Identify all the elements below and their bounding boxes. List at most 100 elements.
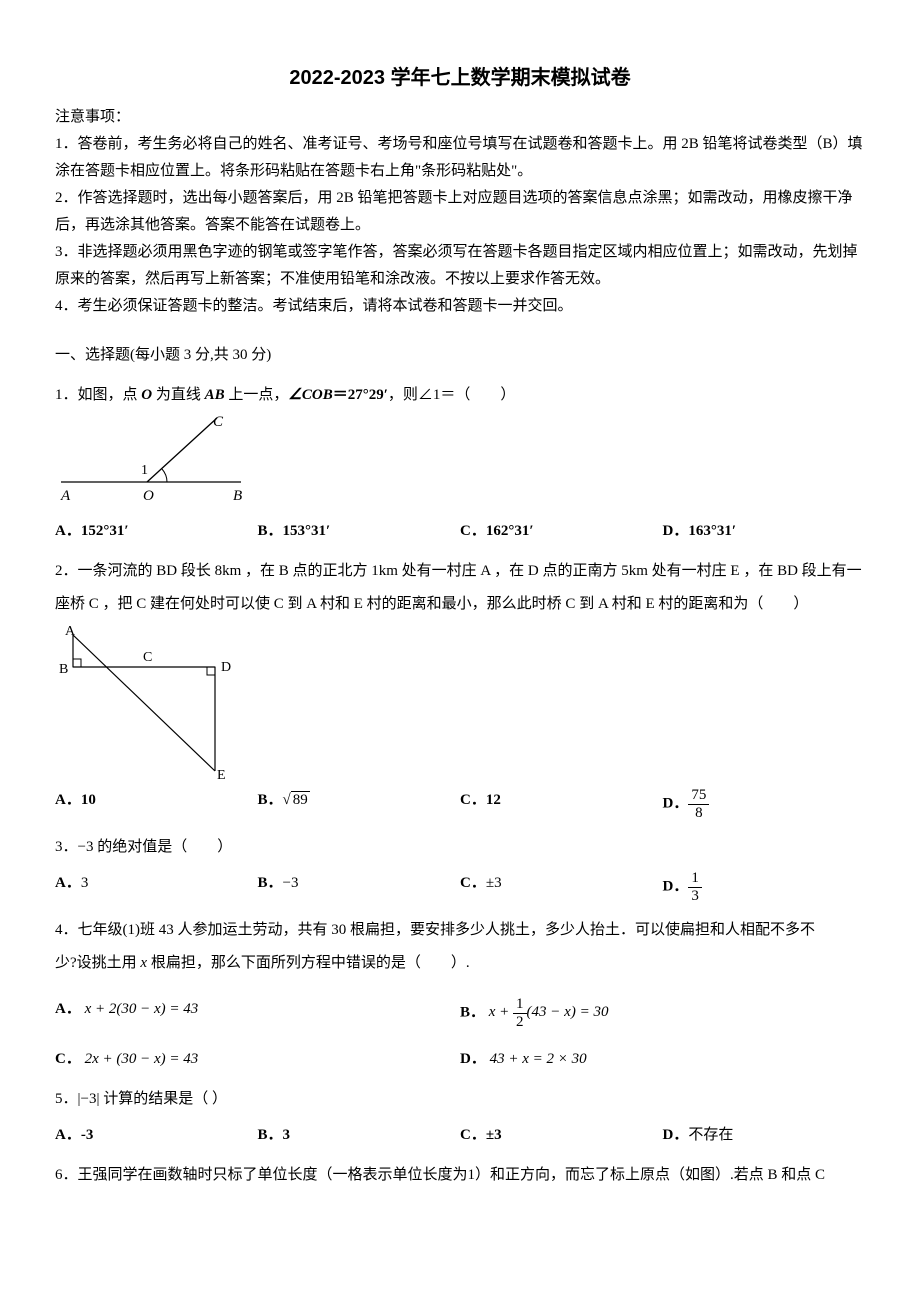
q4-options-row1: A． x + 2(30 − x) = 43 B． x + 12(43 − x) … bbox=[55, 996, 865, 1030]
svg-text:1: 1 bbox=[141, 463, 148, 478]
q1-text4: ，则∠1＝（ ） bbox=[388, 387, 516, 403]
opt-label-d: D． bbox=[663, 1127, 689, 1143]
q4-opt-a-val: x + 2(30 − x) = 43 bbox=[85, 1001, 199, 1017]
opt-label-c: C． bbox=[460, 875, 486, 891]
q4-line2b: 根扁担，那么下面所列方程中错误的是（ ）. bbox=[147, 955, 470, 971]
q2-opt-c-val: 12 bbox=[486, 792, 501, 808]
q5-opt-a-val: -3 bbox=[81, 1127, 94, 1143]
q1-opt-c: C．162°31′ bbox=[460, 518, 663, 545]
question-1: 1．如图，点 O 为直线 AB 上一点，∠COB＝27°29′，则∠1＝（ ） bbox=[55, 379, 865, 412]
q2-d-den: 8 bbox=[688, 805, 709, 822]
section-1-heading: 一、选择题(每小题 3 分,共 30 分) bbox=[55, 342, 865, 369]
svg-text:O: O bbox=[143, 488, 154, 504]
question-2: 2．一条河流的 BD 段长 8km ，在 B 点的正北方 1km 处有一村庄 A… bbox=[55, 555, 865, 621]
q4-opt-c: C． 2x + (30 − x) = 43 bbox=[55, 1046, 460, 1073]
q4-b-post: (43 − x) = 30 bbox=[527, 1004, 609, 1020]
notice-2: 2．作答选择题时，选出每小题答案后，用 2B 铅笔把答题卡上对应题目选项的答案信… bbox=[55, 185, 865, 239]
q1-opt-a-val: 152°31′ bbox=[81, 523, 129, 539]
q1-stem: 1．如图，点 O 为直线 AB 上一点，∠COB＝27°29′，则∠1＝（ ） bbox=[55, 387, 515, 403]
q1-opt-d: D．163°31′ bbox=[663, 518, 866, 545]
q4-opt-b-val: x + 12(43 − x) = 30 bbox=[489, 1004, 609, 1020]
q1-val: ＝27°29′ bbox=[333, 387, 388, 403]
q1-text3: 上一点， bbox=[225, 387, 289, 403]
q1-O: O bbox=[141, 387, 152, 403]
q3-opt-c-val: ±3 bbox=[486, 875, 502, 891]
notice-heading: 注意事项： bbox=[55, 104, 865, 131]
notice-4: 4．考生必须保证答题卡的整洁。考试结束后，请将本试卷和答题卡一并交回。 bbox=[55, 293, 865, 320]
opt-label-b: B． bbox=[258, 875, 283, 891]
question-6: 6．王强同学在画数轴时只标了单位长度（一格表示单位长度为1）和正方向，而忘了标上… bbox=[55, 1159, 865, 1192]
opt-label-d: D． bbox=[460, 1051, 486, 1067]
page-title: 2022-2023 学年七上数学期末模拟试卷 bbox=[55, 60, 865, 96]
q2-d-num: 75 bbox=[688, 787, 709, 805]
q2-opt-c: C．12 bbox=[460, 787, 663, 821]
q1-AB: AB bbox=[205, 387, 225, 403]
q5-opt-b-val: 3 bbox=[283, 1127, 291, 1143]
q1-opt-d-val: 163°31′ bbox=[688, 523, 736, 539]
q1-opt-c-val: 162°31′ bbox=[486, 523, 534, 539]
q1-text2: 为直线 bbox=[152, 387, 205, 403]
q1-ang: ∠COB bbox=[288, 387, 332, 403]
q1-options: A．152°31′ B．153°31′ C．162°31′ D．163°31′ bbox=[55, 518, 865, 545]
q3-d-den: 3 bbox=[688, 888, 702, 905]
opt-label-a: A． bbox=[55, 1001, 81, 1017]
q3-opt-b: B．−3 bbox=[258, 870, 461, 904]
opt-label-a: A． bbox=[55, 875, 81, 891]
q5-opt-b: B．3 bbox=[258, 1122, 461, 1149]
q2-opt-a: A．10 bbox=[55, 787, 258, 821]
q4-opt-a: A． x + 2(30 − x) = 43 bbox=[55, 996, 460, 1030]
q3-opt-d: D．13 bbox=[663, 870, 866, 904]
q3-opt-c: C．±3 bbox=[460, 870, 663, 904]
q2-opt-d-val: 758 bbox=[688, 787, 709, 821]
q4-line1: 4．七年级(1)班 43 人参加运土劳动，共有 30 根扁担，要安排多少人挑土，… bbox=[55, 922, 815, 938]
q4-line2a: 少?设挑土用 bbox=[55, 955, 140, 971]
q3-opt-b-val: −3 bbox=[283, 875, 299, 891]
q2-b-rad: 89 bbox=[291, 791, 310, 808]
opt-label-a: A． bbox=[55, 1127, 81, 1143]
opt-label-b: B． bbox=[258, 523, 283, 539]
q1-opt-b: B．153°31′ bbox=[258, 518, 461, 545]
question-3: 3．−3 的绝对值是（ ） bbox=[55, 831, 865, 864]
q5-opt-d: D．不存在 bbox=[663, 1122, 866, 1149]
svg-text:E: E bbox=[217, 768, 226, 781]
opt-label-c: C． bbox=[55, 1051, 81, 1067]
q2-opt-b: B．√89 bbox=[258, 787, 461, 821]
svg-text:D: D bbox=[221, 660, 231, 675]
q4-opt-d: D． 43 + x = 2 × 30 bbox=[460, 1046, 865, 1073]
q4-options-row2: C． 2x + (30 − x) = 43 D． 43 + x = 2 × 30 bbox=[55, 1046, 865, 1073]
q4-opt-c-val: 2x + (30 − x) = 43 bbox=[85, 1051, 199, 1067]
q4-b-pre: x + bbox=[489, 1004, 513, 1020]
q2-opt-a-val: 10 bbox=[81, 792, 96, 808]
notice-1: 1．答卷前，考生务必将自己的姓名、准考证号、考场号和座位号填写在试题卷和答题卡上… bbox=[55, 131, 865, 185]
svg-text:B: B bbox=[59, 662, 68, 677]
opt-label-c: C． bbox=[460, 523, 486, 539]
opt-label-d: D． bbox=[663, 878, 689, 894]
q3-d-num: 1 bbox=[688, 870, 702, 888]
q2-opt-b-val: √89 bbox=[283, 787, 310, 814]
q1-text: 1．如图，点 bbox=[55, 387, 141, 403]
opt-label-c: C． bbox=[460, 1127, 486, 1143]
q1-opt-b-val: 153°31′ bbox=[283, 523, 331, 539]
q5-opt-c-val: ±3 bbox=[486, 1127, 502, 1143]
q1-opt-a: A．152°31′ bbox=[55, 518, 258, 545]
svg-text:A: A bbox=[60, 488, 71, 504]
q5-options: A．-3 B．3 C．±3 D．不存在 bbox=[55, 1122, 865, 1149]
q1-figure: A O B C 1 bbox=[55, 412, 245, 512]
q3-opt-a-val: 3 bbox=[81, 875, 89, 891]
q5-opt-d-val: 不存在 bbox=[688, 1127, 733, 1143]
opt-label-c: C． bbox=[460, 792, 486, 808]
q4-opt-d-val: 43 + x = 2 × 30 bbox=[490, 1051, 587, 1067]
q2-options: A．10 B．√89 C．12 D．758 bbox=[55, 787, 865, 821]
opt-label-d: D． bbox=[663, 795, 689, 811]
q4-b-den: 2 bbox=[513, 1014, 527, 1031]
svg-text:C: C bbox=[143, 650, 152, 665]
question-5: 5．|−3| 计算的结果是（ ） bbox=[55, 1083, 865, 1116]
q3-opt-a: A．3 bbox=[55, 870, 258, 904]
opt-label-b: B． bbox=[258, 792, 283, 808]
svg-text:B: B bbox=[233, 488, 242, 504]
opt-label-b: B． bbox=[258, 1127, 283, 1143]
q2-opt-d: D．758 bbox=[663, 787, 866, 821]
svg-text:C: C bbox=[213, 414, 224, 430]
notice-3: 3．非选择题必须用黑色字迹的钢笔或签字笔作答，答案必须写在答题卡各题目指定区域内… bbox=[55, 239, 865, 293]
q4-opt-b: B． x + 12(43 − x) = 30 bbox=[460, 996, 865, 1030]
